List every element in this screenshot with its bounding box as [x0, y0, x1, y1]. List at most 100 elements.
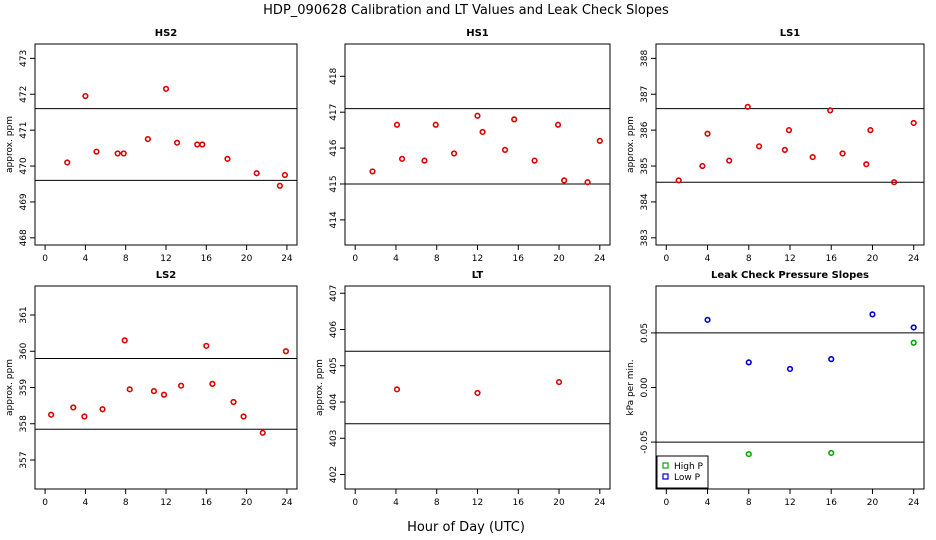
x-tick-label: 24: [594, 254, 606, 264]
x-tick-label: 20: [553, 254, 565, 264]
x-tick-label: 24: [281, 498, 293, 508]
data-point: [786, 365, 794, 373]
data-point: [704, 130, 711, 137]
y-tick-label: -0.05: [640, 430, 650, 453]
panel-6: Leak Check Pressure Slopes 0 4 8 12 16 20 24 -0.…: [626, 270, 925, 508]
y-tick-label: 360: [19, 342, 29, 359]
data-point: [584, 179, 591, 186]
x-tick-label: 0: [352, 254, 358, 264]
y-tick-label: 361: [19, 306, 29, 323]
y-axis-label: approx. ppm: [5, 359, 15, 416]
data-point: [173, 139, 181, 146]
data-point: [511, 116, 518, 123]
plot-frame: [34, 285, 298, 490]
data-point: [421, 157, 428, 164]
x-tick-label: 8: [746, 498, 752, 508]
x-tick-label: 16: [826, 254, 838, 264]
x-tick-label: 8: [746, 254, 752, 264]
x-tick-label: 12: [160, 254, 171, 264]
data-point: [704, 316, 711, 323]
data-point: [126, 386, 133, 393]
panel-2: HS1 0 4 8 12 16 20 24 414 415 416 417 418: [329, 28, 611, 264]
x-tick-label: 12: [784, 254, 795, 264]
y-tick-label: 359: [19, 379, 29, 396]
data-point: [474, 112, 481, 119]
data-point: [809, 153, 816, 161]
y-tick-label: 387: [640, 86, 650, 103]
x-tick-label: 0: [42, 498, 48, 508]
y-axis-label: approx. ppm: [626, 116, 636, 173]
data-point: [450, 150, 458, 157]
x-tick-label: 4: [705, 498, 711, 508]
data-point: [120, 150, 127, 157]
data-point: [699, 162, 706, 170]
data-point: [910, 119, 917, 127]
data-point: [755, 143, 763, 150]
y-tick-label: 386: [640, 121, 650, 138]
data-point: [114, 150, 121, 157]
data-point: [82, 92, 89, 100]
y-tick-label: 358: [19, 415, 29, 432]
legend-label: High P: [674, 462, 704, 472]
y-tick-label: 0.00: [640, 377, 650, 397]
y-tick-label: 403: [329, 430, 339, 447]
x-tick-label: 0: [663, 254, 669, 264]
data-point: [194, 141, 201, 148]
data-point: [276, 182, 283, 189]
y-tick-label: 473: [19, 50, 29, 67]
data-point: [744, 103, 751, 110]
x-tick-label: 20: [553, 498, 565, 508]
y-tick-label: 414: [329, 211, 339, 228]
data-point: [240, 413, 247, 420]
data-point: [150, 388, 158, 395]
x-tick-label: 12: [784, 498, 795, 508]
y-tick-label: 468: [19, 229, 29, 246]
x-tick-label: 8: [123, 498, 129, 508]
panel-5: LT 0 4 8 12 16 20 24 402 403 404 405 406 407 approx. p…: [315, 270, 611, 508]
data-point: [199, 141, 206, 148]
data-point: [48, 411, 55, 418]
y-axis-label: approx. ppm: [315, 359, 325, 416]
data-point: [726, 157, 733, 164]
x-tick-label: 0: [663, 498, 669, 508]
data-point: [224, 155, 231, 162]
data-point: [282, 348, 290, 355]
data-point: [910, 324, 917, 331]
y-tick-label: 385: [640, 157, 650, 174]
y-tick-label: 384: [640, 193, 650, 210]
x-tick-label: 4: [393, 254, 399, 264]
x-tick-label: 24: [594, 498, 606, 508]
panel-title: HS2: [155, 28, 178, 39]
y-tick-label: 471: [19, 122, 29, 139]
x-tick-label: 16: [513, 498, 525, 508]
x-tick-label: 20: [241, 498, 253, 508]
figure-xlabel: Hour of Day (UTC): [407, 520, 525, 535]
panel-title: Leak Check Pressure Slopes: [711, 270, 869, 281]
data-point: [781, 146, 788, 153]
data-point: [555, 378, 563, 386]
x-tick-label: 8: [434, 254, 440, 264]
data-point: [910, 339, 917, 346]
x-tick-label: 16: [826, 498, 838, 508]
data-point: [203, 342, 210, 349]
y-tick-label: 418: [329, 67, 339, 84]
panel-title: LS1: [780, 28, 801, 39]
data-point: [369, 168, 376, 175]
data-point: [432, 121, 439, 128]
x-tick-label: 16: [201, 254, 213, 264]
x-tick-label: 12: [160, 498, 171, 508]
legend-marker: [662, 462, 669, 469]
y-tick-label: 415: [329, 175, 339, 192]
legend-marker: [662, 473, 669, 480]
plot-frame: [34, 43, 298, 246]
y-tick-label: 404: [329, 393, 339, 410]
panel-title: LS2: [156, 270, 177, 281]
y-tick-label: 405: [329, 357, 339, 374]
data-point: [479, 128, 486, 136]
x-tick-label: 24: [908, 254, 920, 264]
plot-frame: [344, 285, 611, 490]
data-point: [531, 157, 538, 164]
panel-1: HS2 0 4 8 12 16 20 24 468 469 470 471 472 473 approx. …: [5, 28, 298, 264]
